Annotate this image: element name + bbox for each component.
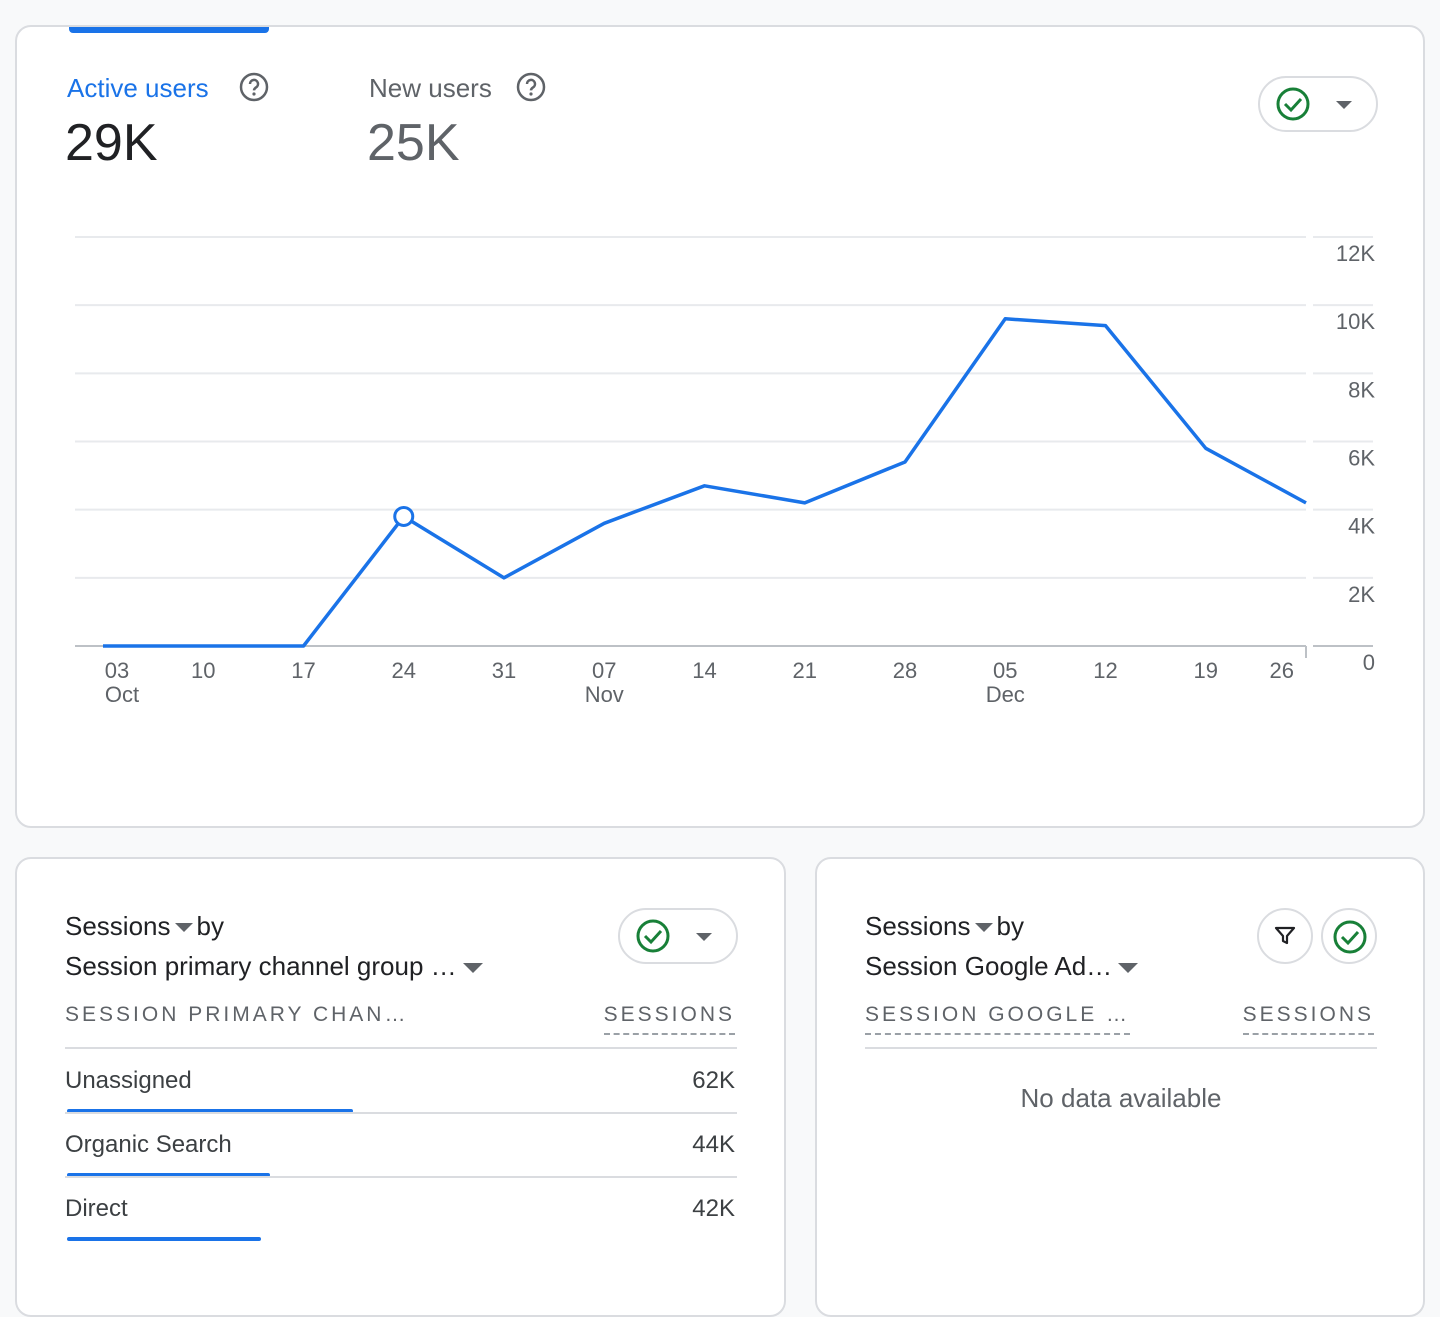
column-header[interactable]: SESSIONS <box>603 1003 735 1035</box>
separator <box>65 1047 737 1049</box>
filter-button[interactable] <box>1257 908 1313 964</box>
card-title: Sessions by <box>865 911 1024 942</box>
metric-name[interactable]: Sessions <box>65 911 171 941</box>
tab-label[interactable]: Active users <box>67 73 209 103</box>
row-label: Unassigned <box>65 1067 192 1094</box>
table-card: Sessions by Session primary channel group… <box>15 857 786 1317</box>
row-label: Organic Search <box>65 1131 232 1158</box>
table-card: Sessions by Session Google Ad… SESSION GO… <box>815 857 1425 1317</box>
button-icons <box>636 919 712 953</box>
separator <box>65 1112 737 1114</box>
row-label: Direct <box>65 1195 128 1222</box>
help-icon[interactable] <box>238 71 270 103</box>
card-title: Sessions by <box>65 911 224 942</box>
dimension-name[interactable]: Session primary channel group … <box>65 951 457 981</box>
compare-button[interactable] <box>1258 76 1378 132</box>
x-tick-label: 14 <box>692 658 716 683</box>
card-dimension[interactable]: Session Google Ad… <box>865 951 1142 982</box>
tab-indicator <box>69 27 269 33</box>
x-tick-label: 17 <box>291 658 315 683</box>
y-tick-label: 2K <box>1348 582 1375 607</box>
x-month-label: Dec <box>986 682 1025 707</box>
by-word: by <box>196 911 224 941</box>
empty-message: No data available <box>1020 1083 1222 1113</box>
x-tick-label: 03 <box>105 658 129 683</box>
x-month-label: Nov <box>585 682 624 707</box>
y-tick-label: 10K <box>1336 309 1375 334</box>
column-header: SESSION PRIMARY CHAN… <box>65 1003 409 1026</box>
dimension-name[interactable]: Session Google Ad… <box>865 951 1113 981</box>
compare-button[interactable] <box>618 908 738 964</box>
x-tick-label: 28 <box>893 658 917 683</box>
x-tick-label: 12 <box>1093 658 1117 683</box>
column-header[interactable]: SESSIONS <box>1242 1003 1374 1035</box>
help-icon[interactable] <box>515 71 547 103</box>
x-tick-label: 21 <box>793 658 817 683</box>
row-bar <box>67 1109 353 1113</box>
column-header: SESSION GOOGLE … <box>865 1003 1131 1035</box>
y-tick-label: 12K <box>1336 241 1375 266</box>
y-tick-label: 6K <box>1348 446 1375 471</box>
check-icon <box>1333 920 1367 954</box>
x-tick-label: 07 <box>592 658 616 683</box>
hover-point <box>393 505 415 527</box>
separator <box>65 1176 737 1178</box>
y-tick-label: 4K <box>1348 514 1375 539</box>
tab-label[interactable]: New users <box>369 73 492 103</box>
card-dimension[interactable]: Session primary channel group … <box>65 951 487 982</box>
x-tick-label: 26 <box>1270 658 1294 683</box>
dropdown-icon <box>174 923 193 932</box>
filter-icon <box>1274 926 1296 945</box>
x-tick-label: 19 <box>1194 658 1218 683</box>
row-value: 44K <box>692 1131 735 1158</box>
metric-value: 25K <box>367 114 460 172</box>
x-tick-label: 31 <box>492 658 516 683</box>
metric-name[interactable]: Sessions <box>865 911 971 941</box>
dropdown-icon <box>974 923 993 932</box>
row-bar <box>67 1237 261 1241</box>
dropdown-icon <box>1118 963 1139 973</box>
x-month-label: Oct <box>105 682 139 707</box>
dropdown-icon <box>462 963 483 973</box>
row-bar <box>67 1173 270 1177</box>
row-value: 42K <box>692 1195 735 1222</box>
button-icons <box>1276 87 1352 121</box>
separator <box>865 1047 1377 1049</box>
y-tick-label: 0 <box>1363 650 1375 675</box>
x-tick-label: 05 <box>993 658 1017 683</box>
page: {"metrics": [{"label": "Active users", "… <box>15 25 1425 1317</box>
row-value: 62K <box>692 1067 735 1094</box>
y-tick-label: 8K <box>1348 377 1375 402</box>
compare-button[interactable] <box>1321 908 1377 964</box>
x-tick-label: 10 <box>191 658 215 683</box>
by-word: by <box>996 911 1024 941</box>
metric-value: 29K <box>65 114 158 172</box>
x-tick-label: 24 <box>392 658 416 683</box>
line-series <box>103 317 1307 648</box>
